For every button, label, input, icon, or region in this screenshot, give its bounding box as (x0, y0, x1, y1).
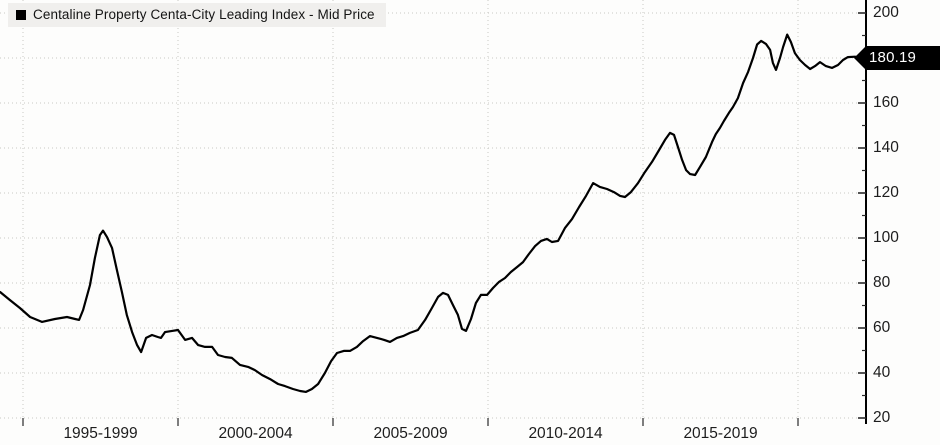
y-axis-tick-label: 160 (873, 94, 899, 111)
x-axis-tick-label: 1995-1999 (63, 425, 138, 442)
y-axis-tick-label: 120 (873, 184, 899, 201)
x-axis-tick-label: 2015-2019 (683, 425, 758, 442)
y-axis-tick-label: 40 (873, 364, 891, 381)
series-marker-icon (16, 9, 26, 20)
legend-item-ccl-index[interactable]: Centaline Property Centa-City Leading In… (8, 3, 386, 27)
x-axis-tick-label: 2010-2014 (528, 425, 603, 442)
y-axis-tick-label: 80 (873, 274, 891, 291)
y-axis-tick-label: 60 (873, 319, 891, 336)
x-axis-tick-label: 2000-2004 (218, 425, 293, 442)
legend-label: Centaline Property Centa-City Leading In… (33, 7, 375, 22)
y-axis-tick-label: 200 (873, 4, 899, 21)
price-line-series (0, 33, 862, 393)
last-price-badge: 180.19 (854, 46, 940, 70)
y-axis-tick-label: 100 (873, 229, 899, 246)
y-axis-tick-label: 20 (873, 409, 891, 426)
x-axis-tick-label: 2005-2009 (373, 425, 448, 442)
badge-arrow-icon (854, 46, 866, 70)
y-axis-tick-label: 140 (873, 139, 899, 156)
last-price-value: 180.19 (866, 46, 940, 70)
